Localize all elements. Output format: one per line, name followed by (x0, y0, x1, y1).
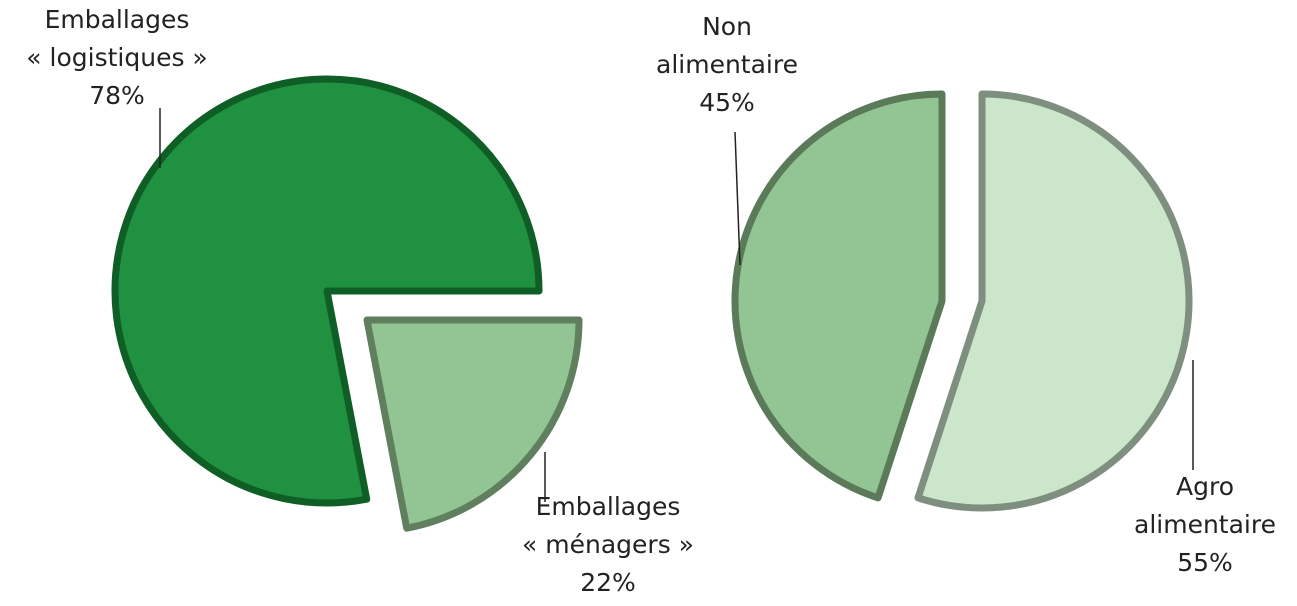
slice-label: Emballages « logistiques » (26, 5, 207, 72)
value-label: 45% (699, 88, 755, 117)
pie-slice (111, 75, 543, 507)
value-label: 78% (89, 81, 145, 110)
pie-slice (731, 90, 946, 502)
label-line: alimentaire (1134, 510, 1276, 539)
label-line: alimentaire (656, 50, 798, 79)
label-line: Agro (1176, 472, 1234, 501)
value-label: 55% (1177, 548, 1233, 577)
label-line: Emballages (536, 492, 681, 521)
leader-lines (159, 108, 1194, 502)
label-line: « ménagers » (522, 530, 694, 559)
label-line: « logistiques » (26, 43, 207, 72)
pie-slice (914, 90, 1193, 512)
slice-label: Emballages « ménagers » (522, 492, 694, 559)
value-label: 22% (580, 568, 636, 597)
label-line: Non (702, 12, 752, 41)
label-line: Emballages (45, 5, 190, 34)
slice-label: Non alimentaire (656, 12, 798, 79)
slice-label: Agro alimentaire (1134, 472, 1276, 539)
pie-slice (363, 316, 583, 532)
leader-line (734, 131, 741, 266)
